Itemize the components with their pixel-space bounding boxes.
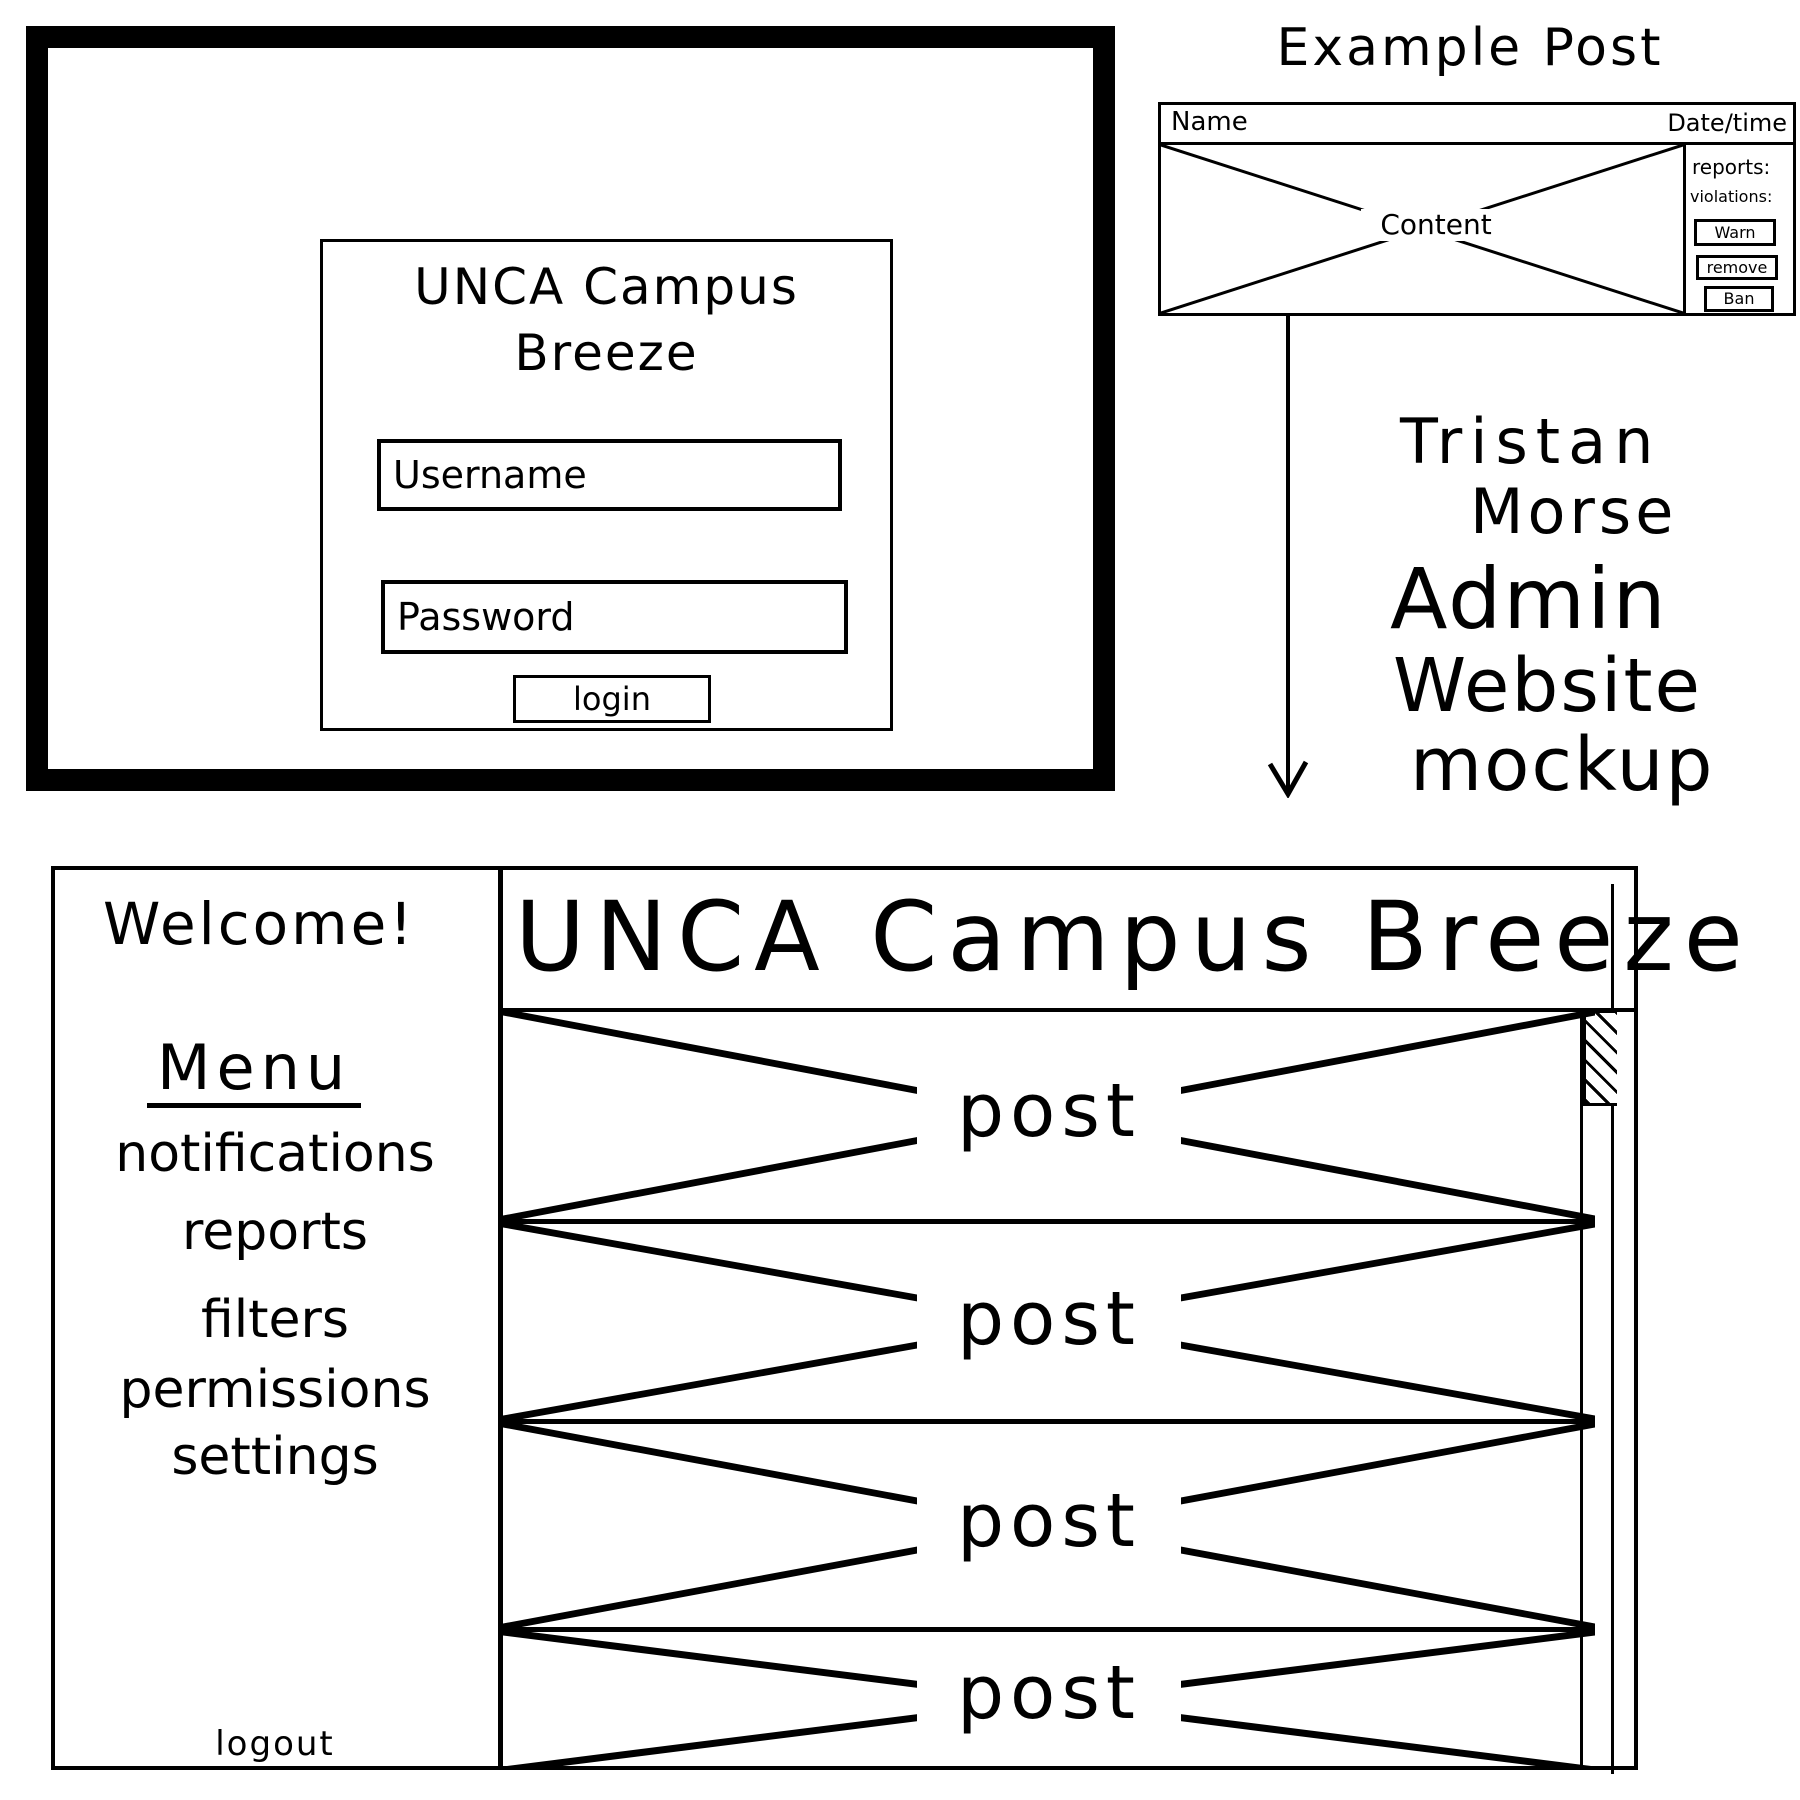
post-label: post <box>503 1276 1595 1362</box>
main-content: UNCA Campus Breeze post post <box>503 870 1743 1774</box>
feed-post[interactable]: post <box>503 1012 1595 1224</box>
example-post-heading: Example Post <box>1276 18 1664 78</box>
title-divider <box>503 1008 1634 1012</box>
remove-button[interactable]: remove <box>1696 255 1778 280</box>
post-content-label: Content <box>1361 209 1511 241</box>
author-last-name: Morse <box>1470 475 1678 548</box>
login-title: UNCA Campus Breeze <box>414 258 799 382</box>
post-datetime: Date/time <box>1667 109 1787 137</box>
ban-button[interactable]: Ban <box>1704 286 1774 312</box>
username-input[interactable] <box>377 439 842 511</box>
sidebar-item-settings[interactable]: settings <box>171 1427 379 1487</box>
violations-count-label: violations: <box>1690 187 1773 206</box>
post-label: post <box>503 1478 1595 1564</box>
sidebar-item-notifications[interactable]: notifications <box>115 1124 435 1184</box>
moderation-panel: reports: violations: Warn remove Ban <box>1683 145 1793 313</box>
welcome-message: Welcome! <box>103 890 416 958</box>
sidebar-item-permissions[interactable]: permissions <box>119 1360 431 1420</box>
post-author-name: Name <box>1171 107 1248 137</box>
post-label: post <box>503 1650 1595 1736</box>
post-feed: post post post post <box>503 1012 1595 1770</box>
feed-scrollbar[interactable] <box>1580 1010 1617 1770</box>
example-post-header: Name Date/time <box>1161 105 1793 145</box>
reports-count-label: reports: <box>1692 155 1771 179</box>
login-screen: UNCA Campus Breeze login <box>26 26 1115 791</box>
admin-dashboard: Welcome! Menu notifications reports filt… <box>51 866 1743 1774</box>
login-button[interactable]: login <box>513 675 711 723</box>
flow-arrow-icon <box>1267 316 1309 798</box>
sidebar-item-reports[interactable]: reports <box>182 1202 368 1262</box>
feed-post[interactable]: post <box>503 1224 1595 1424</box>
post-content-area: Content <box>1161 145 1683 313</box>
caption-line-1: Admin <box>1390 550 1668 648</box>
post-label: post <box>503 1068 1595 1154</box>
author-first-name: Tristan <box>1400 405 1662 478</box>
caption-line-3: mockup <box>1410 722 1715 808</box>
feed-post[interactable]: post <box>503 1424 1595 1632</box>
sidebar: Welcome! Menu notifications reports filt… <box>55 870 503 1766</box>
feed-post[interactable]: post <box>503 1632 1595 1770</box>
menu-heading: Menu <box>147 1035 362 1108</box>
page-title: UNCA Campus Breeze <box>515 881 1753 993</box>
scrollbar-thumb[interactable] <box>1583 1010 1617 1106</box>
password-input[interactable] <box>381 580 848 654</box>
logout-link[interactable]: logout <box>215 1724 335 1764</box>
scrollbar-edge <box>1611 884 1614 1774</box>
example-post-card: Name Date/time Content reports: violatio… <box>1158 102 1796 316</box>
caption-line-2: Website <box>1393 643 1702 729</box>
login-card: UNCA Campus Breeze login <box>320 239 893 731</box>
warn-button[interactable]: Warn <box>1694 219 1776 246</box>
sidebar-item-filters[interactable]: filters <box>200 1290 350 1350</box>
